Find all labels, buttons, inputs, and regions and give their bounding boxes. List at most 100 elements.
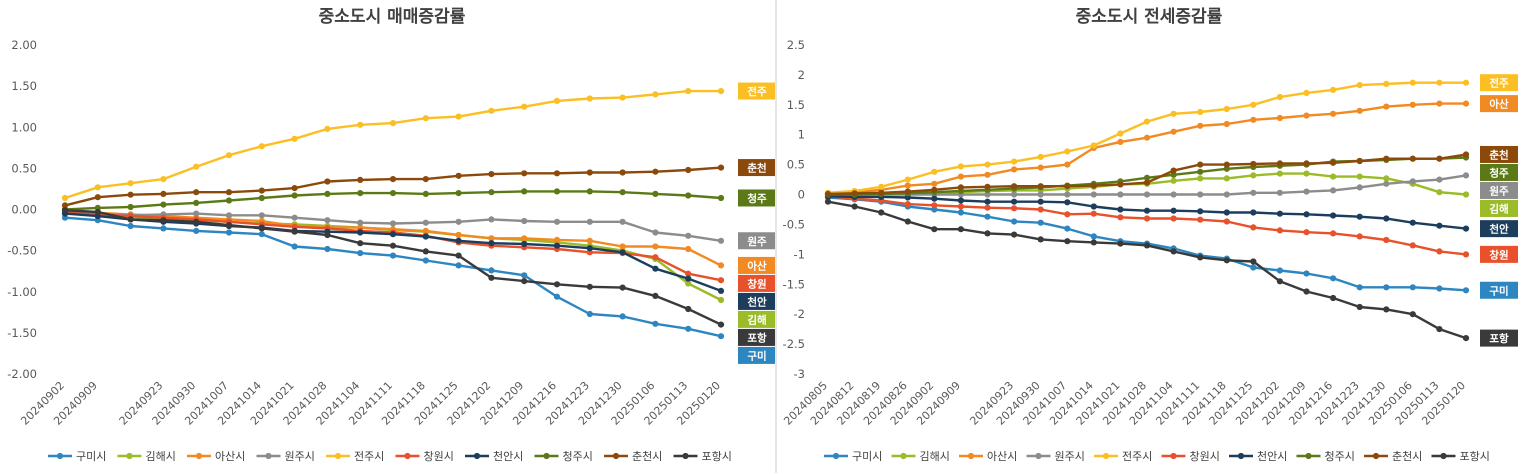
legend-marker xyxy=(126,452,133,460)
tag-box xyxy=(1480,329,1518,347)
data-point xyxy=(1170,215,1177,222)
data-point xyxy=(1223,257,1230,264)
data-point xyxy=(455,262,462,269)
data-point xyxy=(389,120,397,127)
legend-item: 춘천시 xyxy=(604,449,662,463)
tag-label: 김해 xyxy=(747,313,766,326)
data-point xyxy=(1303,160,1310,167)
data-point xyxy=(357,190,364,197)
data-point xyxy=(1276,210,1283,217)
legend-item: 청주시 xyxy=(1296,450,1355,463)
data-point xyxy=(455,218,462,225)
data-point xyxy=(984,198,991,205)
series-end-tag: 전주 xyxy=(1480,74,1518,92)
data-point xyxy=(652,229,659,236)
data-point xyxy=(193,189,200,196)
data-point xyxy=(1356,157,1363,165)
y-tick-label: -2 xyxy=(794,307,805,321)
data-point xyxy=(717,296,725,304)
legend-item: 김해시 xyxy=(891,449,950,463)
data-point xyxy=(553,170,561,177)
data-point xyxy=(1409,284,1416,291)
data-point xyxy=(291,185,298,192)
data-point xyxy=(984,213,991,220)
data-point xyxy=(1409,155,1416,162)
legend-label: 아산시 xyxy=(987,450,1017,463)
data-point xyxy=(619,249,626,256)
data-point xyxy=(717,321,725,328)
y-tick-label: -2.5 xyxy=(783,337,805,351)
data-point xyxy=(127,203,134,211)
data-point xyxy=(931,202,938,209)
data-point xyxy=(1356,233,1363,240)
data-point xyxy=(1090,142,1097,149)
data-point xyxy=(931,226,938,233)
data-point xyxy=(357,219,364,226)
data-point xyxy=(488,274,495,281)
data-point xyxy=(1037,206,1044,213)
data-point xyxy=(61,202,69,209)
data-point xyxy=(1356,303,1363,311)
data-point xyxy=(324,190,331,197)
data-point xyxy=(1117,138,1124,145)
data-point xyxy=(957,226,964,233)
data-point xyxy=(1064,191,1071,198)
data-point xyxy=(904,182,911,189)
data-point xyxy=(1276,267,1283,274)
data-point xyxy=(931,195,938,202)
data-point xyxy=(1223,105,1230,113)
data-point xyxy=(553,97,561,104)
data-point xyxy=(1170,110,1177,117)
data-point xyxy=(94,194,101,201)
data-point xyxy=(1064,183,1071,190)
data-point xyxy=(422,257,429,264)
legend-marker xyxy=(1372,452,1380,460)
data-point xyxy=(291,243,298,250)
data-point xyxy=(685,270,692,277)
tag-label: 전주 xyxy=(747,85,767,98)
legend-marker xyxy=(900,452,907,460)
data-point xyxy=(1436,79,1443,86)
legend-item: 김해시 xyxy=(117,449,176,463)
data-point xyxy=(1223,120,1230,128)
y-tick-label: 0.5 xyxy=(787,158,805,172)
data-point xyxy=(455,172,462,179)
data-point xyxy=(1276,189,1283,196)
data-point xyxy=(1276,114,1283,122)
series-end-tag: 춘천 xyxy=(738,159,776,177)
data-point xyxy=(619,313,626,320)
data-point xyxy=(553,188,561,195)
data-point xyxy=(1064,225,1071,232)
data-point xyxy=(422,227,429,234)
data-point xyxy=(1462,287,1470,294)
legend-item: 전주시 xyxy=(1094,450,1152,463)
data-point xyxy=(422,233,429,240)
data-point xyxy=(1223,218,1230,225)
data-point xyxy=(1303,229,1310,236)
data-point xyxy=(1276,278,1283,285)
legend-label: 구미시 xyxy=(76,450,106,463)
data-point xyxy=(1436,248,1443,255)
series-춘천 xyxy=(61,164,725,209)
data-point xyxy=(717,237,725,244)
data-point xyxy=(258,187,265,194)
tag-box xyxy=(738,159,776,177)
data-point xyxy=(389,190,397,197)
data-point xyxy=(488,235,495,242)
data-point xyxy=(160,217,167,224)
data-point xyxy=(357,240,364,247)
legend-marker xyxy=(1102,452,1110,460)
legend-item: 창원시 xyxy=(1161,450,1220,463)
data-point xyxy=(1170,207,1177,214)
data-point xyxy=(717,333,725,340)
data-point xyxy=(1356,213,1363,220)
data-point xyxy=(258,231,265,238)
data-point xyxy=(1250,224,1257,231)
data-point xyxy=(1011,183,1018,190)
data-point xyxy=(1064,199,1071,206)
data-point xyxy=(1303,188,1310,195)
data-point xyxy=(851,203,858,210)
legend-marker xyxy=(1170,452,1177,460)
series-포항 xyxy=(61,207,725,328)
data-point xyxy=(225,189,233,196)
